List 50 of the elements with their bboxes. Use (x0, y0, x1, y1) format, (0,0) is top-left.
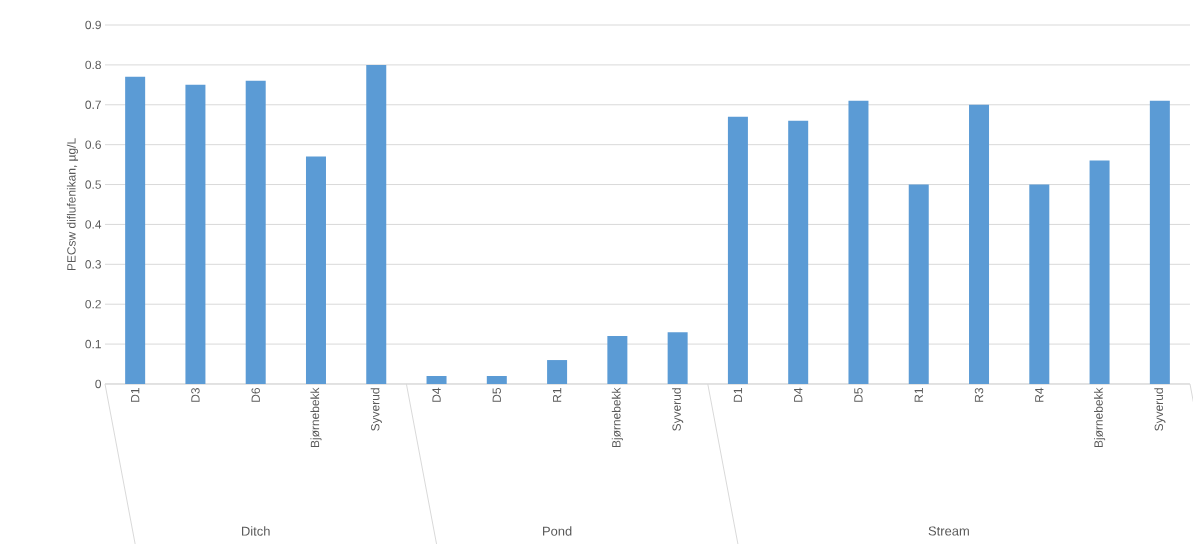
bar (1089, 160, 1110, 384)
x-tick-label: Syverud (370, 388, 382, 431)
x-tick-label: D6 (251, 388, 260, 402)
x-tick-label: D1 (733, 388, 743, 402)
x-tick-label: Bjørnebekk (1094, 387, 1106, 447)
x-tick-label: R4 (1035, 387, 1044, 402)
text: Ditch (242, 526, 270, 536)
bar (969, 104, 990, 384)
bar (426, 376, 447, 384)
y-tick-label: 0.5 (85, 180, 101, 189)
bar (908, 184, 929, 384)
text: Pond (543, 526, 572, 536)
text: Stream (928, 526, 969, 536)
bar (547, 360, 568, 384)
x-tick-label: D4 (794, 387, 803, 402)
bar (788, 120, 809, 384)
x-tick-label: D3 (191, 388, 200, 402)
y-tick-label: 0.6 (85, 140, 101, 149)
bar (305, 156, 326, 384)
bar (245, 80, 266, 384)
bar (185, 84, 206, 384)
bar (486, 376, 507, 384)
bar (125, 76, 146, 384)
bar (366, 64, 387, 384)
y-tick-label: 0.2 (85, 299, 101, 309)
y-tick-label: 0.3 (85, 260, 101, 269)
x-tick-label: R1 (914, 388, 923, 402)
bar (848, 100, 869, 384)
bar (1029, 184, 1050, 384)
bar (667, 332, 688, 384)
x-tick-label: R3 (974, 388, 984, 402)
x-tick-label: D4 (432, 387, 441, 402)
x-tick-label: D5 (854, 388, 863, 402)
x-tick-label: Syverud (672, 388, 684, 431)
x-tick-label: D5 (492, 388, 501, 402)
bar (1149, 100, 1170, 384)
bar (727, 116, 748, 384)
y-axis-title: PECsw diflufenikan, µg/L (66, 138, 79, 271)
x-tick-label: Syverud (1154, 388, 1166, 431)
y-tick-label: 0.4 (85, 220, 102, 229)
x-tick-label: Bjørnebekk (611, 387, 623, 447)
y-tick-label: 0.8 (85, 60, 101, 70)
bar (607, 336, 628, 384)
y-tick-label: 0.7 (85, 100, 101, 109)
y-tick-label: 0.9 (85, 20, 101, 30)
x-tick-label: R1 (552, 388, 562, 402)
y-tick-label: 0 (95, 379, 102, 389)
x-tick-label: Bjørnebekk (310, 387, 322, 447)
x-tick-label: D1 (131, 388, 140, 402)
y-tick-label: 0.1 (85, 339, 101, 349)
